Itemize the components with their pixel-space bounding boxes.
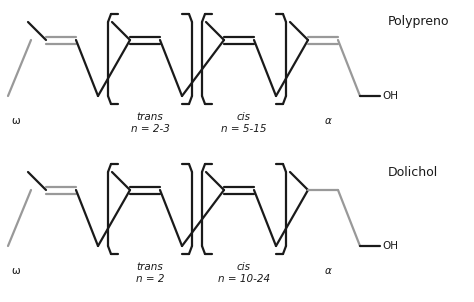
Text: n = 5-15: n = 5-15 [221,124,267,134]
Text: Polypreno: Polypreno [388,15,449,28]
Text: trans: trans [137,262,164,272]
Text: cis: cis [237,112,251,122]
Text: OH: OH [382,91,398,101]
Text: trans: trans [137,112,164,122]
Text: ω: ω [12,266,20,276]
Text: n = 10-24: n = 10-24 [218,274,270,284]
Text: cis: cis [237,262,251,272]
Text: OH: OH [382,241,398,251]
Text: α: α [325,266,331,276]
Text: n = 2-3: n = 2-3 [130,124,169,134]
Text: ω: ω [12,116,20,126]
Text: n = 2: n = 2 [136,274,164,284]
Text: Dolichol: Dolichol [388,165,438,178]
Text: α: α [325,116,331,126]
